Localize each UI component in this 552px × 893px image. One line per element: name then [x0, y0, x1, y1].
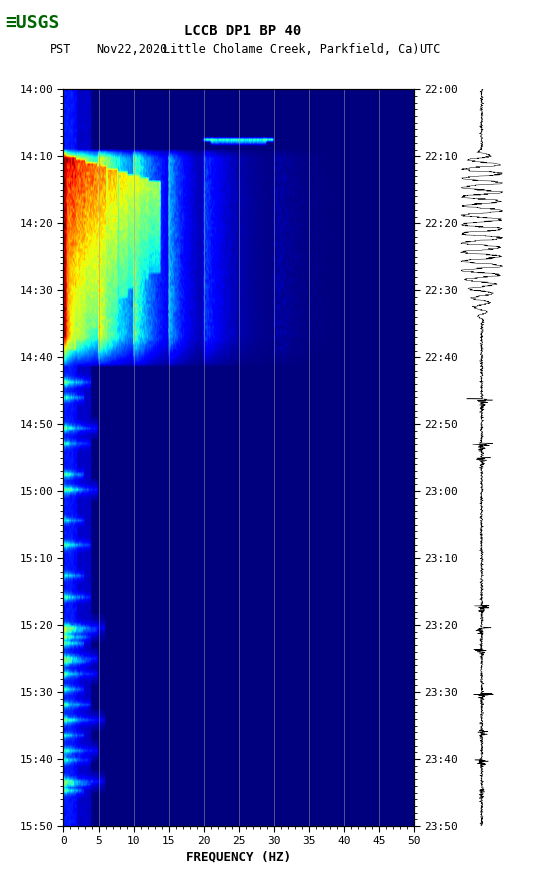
Text: PST: PST [50, 43, 71, 55]
Text: LCCB DP1 BP 40: LCCB DP1 BP 40 [184, 24, 301, 38]
Text: Nov22,2020: Nov22,2020 [97, 43, 168, 55]
X-axis label: FREQUENCY (HZ): FREQUENCY (HZ) [186, 851, 291, 864]
Text: ≡USGS: ≡USGS [6, 14, 60, 32]
Text: Little Cholame Creek, Parkfield, Ca): Little Cholame Creek, Parkfield, Ca) [163, 43, 420, 55]
Text: UTC: UTC [420, 43, 441, 55]
